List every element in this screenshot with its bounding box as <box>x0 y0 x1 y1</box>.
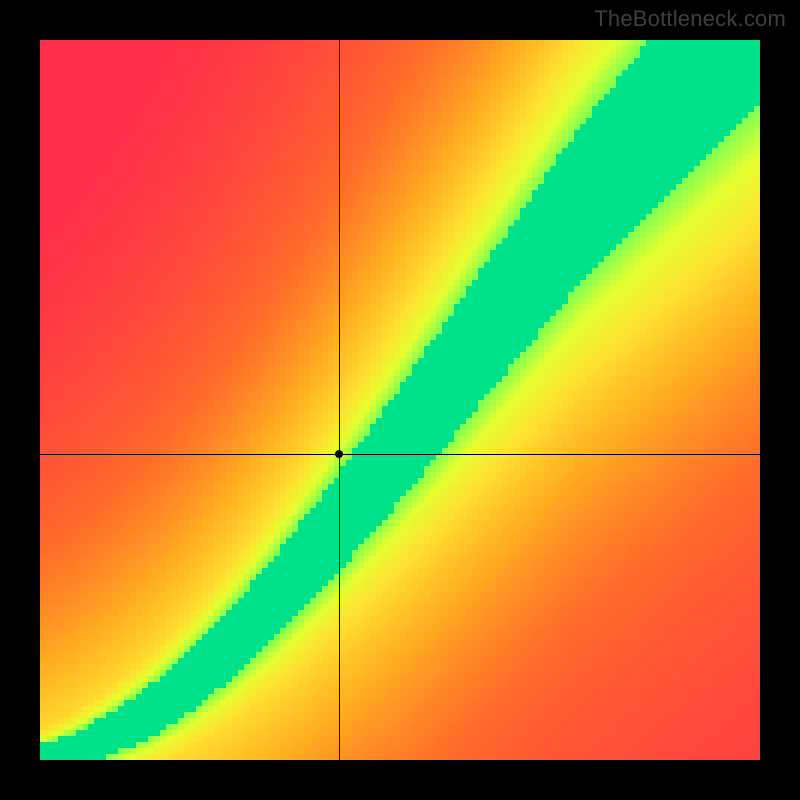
crosshair-marker <box>335 450 343 458</box>
crosshair-horizontal <box>40 454 760 455</box>
watermark-text: TheBottleneck.com <box>594 6 786 32</box>
crosshair-vertical <box>339 40 340 760</box>
heatmap-canvas <box>40 40 760 760</box>
plot-area <box>40 40 760 760</box>
chart-container: TheBottleneck.com <box>0 0 800 800</box>
